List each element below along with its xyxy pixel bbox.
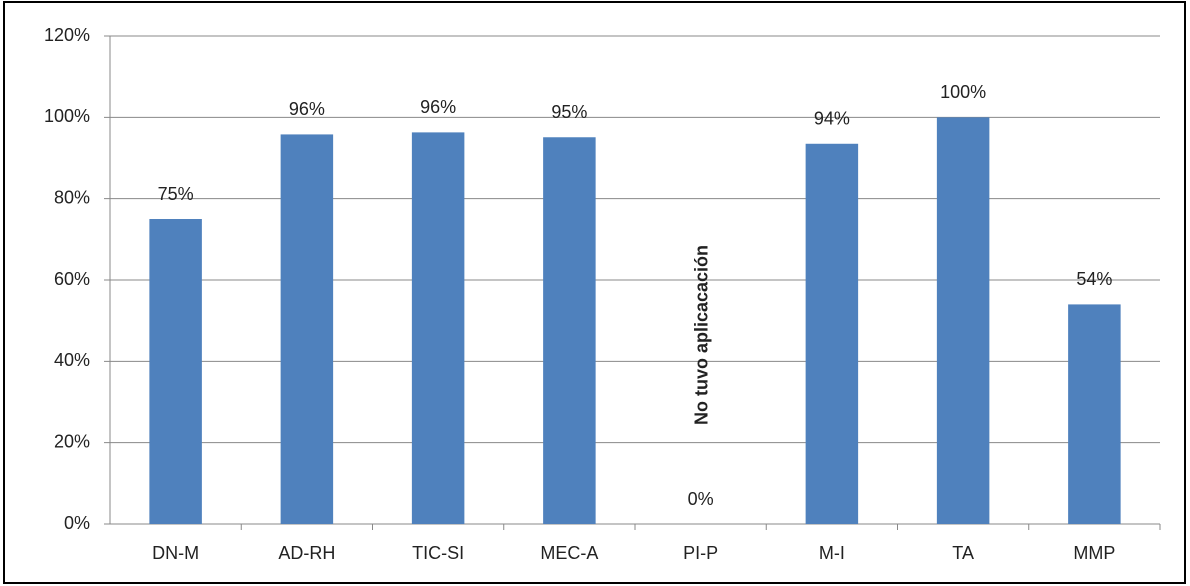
data-label: 94%: [814, 109, 850, 129]
data-label: 54%: [1076, 269, 1112, 289]
x-tick-label: MEC-A: [540, 543, 598, 563]
x-tick-label: TA: [952, 543, 974, 563]
x-tick-label: MMP: [1073, 543, 1115, 563]
bar: [280, 134, 334, 524]
x-tick-label: AD-RH: [278, 543, 335, 563]
x-tick-label: DN-M: [152, 543, 199, 563]
y-tick-label: 60%: [54, 269, 90, 289]
data-label: 95%: [551, 102, 587, 122]
bar: [149, 219, 202, 524]
annotation: No tuvo aplicacación: [691, 245, 711, 425]
y-tick-label: 120%: [44, 25, 90, 45]
bar: [936, 117, 990, 524]
y-tick-label: 40%: [54, 350, 90, 370]
y-tick-label: 100%: [44, 106, 90, 126]
x-tick-label: PI-P: [683, 543, 718, 563]
bar: [1068, 304, 1121, 524]
data-label: 96%: [420, 97, 456, 117]
y-tick-label: 20%: [54, 431, 90, 451]
bar: [805, 143, 859, 524]
y-tick-label: 0%: [64, 513, 90, 533]
data-label: 75%: [158, 184, 194, 204]
y-tick-label: 80%: [54, 187, 90, 207]
x-tick-label: M-I: [819, 543, 845, 563]
data-label: 0%: [688, 489, 714, 509]
bar: [543, 137, 596, 524]
bar: [411, 132, 465, 524]
data-label: 96%: [289, 99, 325, 119]
x-tick-label: TIC-SI: [412, 543, 464, 563]
data-label: 100%: [940, 82, 986, 102]
